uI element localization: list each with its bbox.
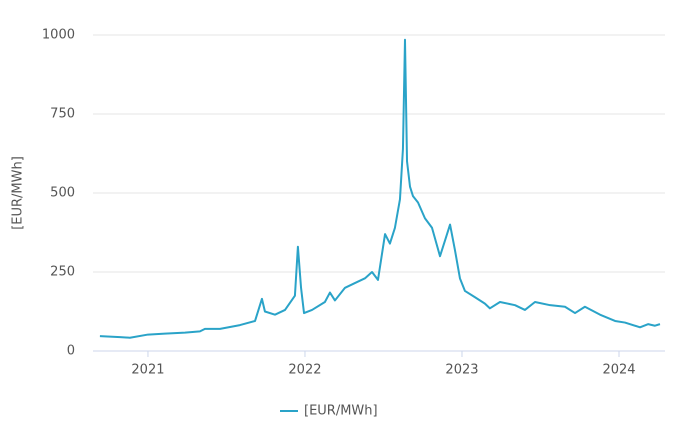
y-tick-label: 250 — [50, 265, 75, 280]
x-tick-label: 2021 — [131, 363, 164, 378]
legend-label: [EUR/MWh] — [304, 404, 378, 419]
x-tick-label: 2023 — [445, 363, 478, 378]
y-tick-label: 500 — [50, 186, 75, 201]
x-tick-label: 2022 — [288, 363, 321, 378]
y-tick-label: 1000 — [42, 28, 75, 43]
y-tick-label: 0 — [67, 344, 75, 359]
y-tick-label: 750 — [50, 107, 75, 122]
series-line — [99, 38, 661, 339]
y-axis-label: [EUR/MWh] — [11, 156, 26, 230]
x-tick-label: 2024 — [602, 363, 635, 378]
